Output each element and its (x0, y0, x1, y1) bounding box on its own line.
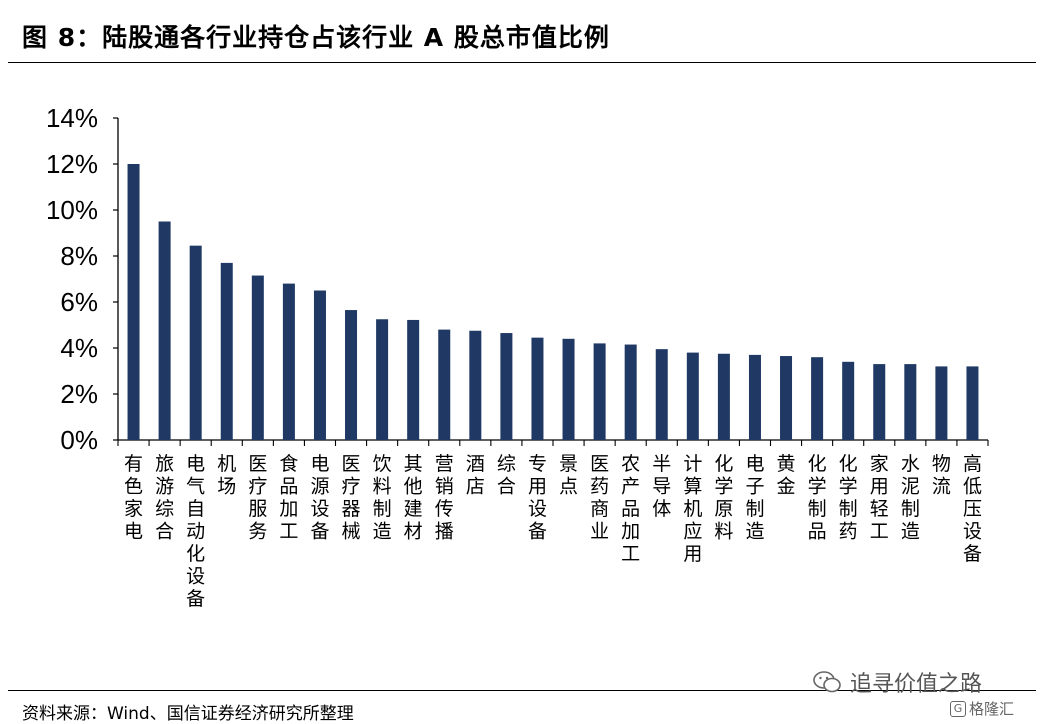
x-tick-label: 有色家电 (124, 453, 143, 543)
wechat-icon (813, 671, 841, 693)
bar (966, 366, 979, 440)
x-tick-label: 电源设备 (310, 453, 329, 543)
logo-text: 格隆汇 (969, 700, 1015, 718)
bar (655, 349, 668, 440)
bar (189, 245, 202, 440)
x-tick-label: 水泥制造 (901, 453, 920, 543)
bar (686, 352, 699, 440)
bar (531, 337, 544, 440)
watermark: 追寻价值之路 (812, 666, 982, 698)
x-tick-label: 化学制品 (808, 453, 827, 543)
x-tick-label: 专用设备 (528, 453, 547, 543)
bar (469, 330, 482, 440)
x-tick-label: 旅游综合 (155, 453, 174, 543)
y-tick-label: 8% (60, 241, 98, 271)
y-tick-label: 4% (60, 333, 98, 363)
x-tick-label: 营销传播 (435, 453, 454, 543)
y-tick-label: 10% (46, 195, 98, 225)
bar (345, 310, 358, 440)
bar (935, 366, 948, 440)
chart-title: 图 8：陆股通各行业持仓占该行业 A 股总市值比例 (22, 23, 610, 52)
bar (282, 283, 295, 440)
bar (500, 333, 513, 440)
bar (251, 275, 264, 440)
x-tick-label: 景点 (559, 453, 578, 498)
bar (438, 329, 451, 440)
bar (624, 344, 637, 440)
x-tick-label: 综合 (497, 453, 516, 498)
x-tick-label: 高低压设备 (963, 453, 982, 565)
bar (842, 361, 855, 440)
x-tick-label: 半导体 (652, 453, 671, 520)
x-tick-label: 电气自动化设备 (186, 453, 205, 610)
footer-divider (8, 690, 1036, 691)
y-tick-label: 0% (60, 425, 98, 455)
bar (748, 354, 761, 440)
bar (313, 290, 326, 440)
x-tick-label: 农产品加工 (621, 453, 640, 565)
x-tick-label: 机场 (217, 453, 236, 498)
x-tick-label: 其他建材 (404, 453, 423, 543)
x-tick-label: 医疗器械 (342, 453, 361, 543)
bar (562, 338, 575, 440)
bar (158, 221, 171, 440)
x-tick-label: 医疗服务 (248, 453, 267, 543)
bar (127, 164, 140, 440)
bar (811, 357, 824, 440)
x-tick-label: 食品加工 (279, 453, 298, 543)
bar (717, 353, 730, 440)
x-tick-label: 黄金 (777, 453, 796, 498)
bar (593, 343, 606, 440)
x-tick-label: 电子制造 (745, 453, 764, 543)
y-tick-label: 12% (46, 149, 98, 179)
source-note: 资料来源：Wind、国信证券经济研究所整理 (22, 704, 354, 724)
bar-chart: 0% 2% 4% 6% 8% 10% 12% 14% 有色家电旅游综合电气自动化设备机场医疗服务… (46, 103, 989, 610)
x-tick-label: 饮料制造 (373, 453, 392, 543)
logo-icon: G (950, 700, 966, 717)
x-tick-label: 化学制药 (839, 453, 858, 543)
bar (873, 364, 886, 440)
bar (220, 262, 233, 440)
y-tick-label: 14% (46, 103, 98, 133)
bar (407, 319, 420, 440)
y-tick-label: 2% (60, 379, 98, 409)
x-tick-label: 酒店 (466, 453, 485, 498)
x-tick-label: 化学原料 (714, 453, 733, 543)
title-divider (8, 62, 1036, 63)
bar (376, 319, 389, 440)
bar (904, 364, 917, 440)
watermark-text: 追寻价值之路 (850, 672, 983, 697)
x-tick-label: 家用轻工 (870, 453, 889, 543)
x-tick-label: 医药商业 (590, 453, 609, 543)
x-tick-label: 计算机应用 (683, 453, 702, 565)
bar (780, 356, 793, 440)
x-tick-label: 物流 (932, 453, 951, 498)
y-tick-label: 6% (60, 287, 98, 317)
logo: G 格隆汇 (950, 698, 1014, 719)
